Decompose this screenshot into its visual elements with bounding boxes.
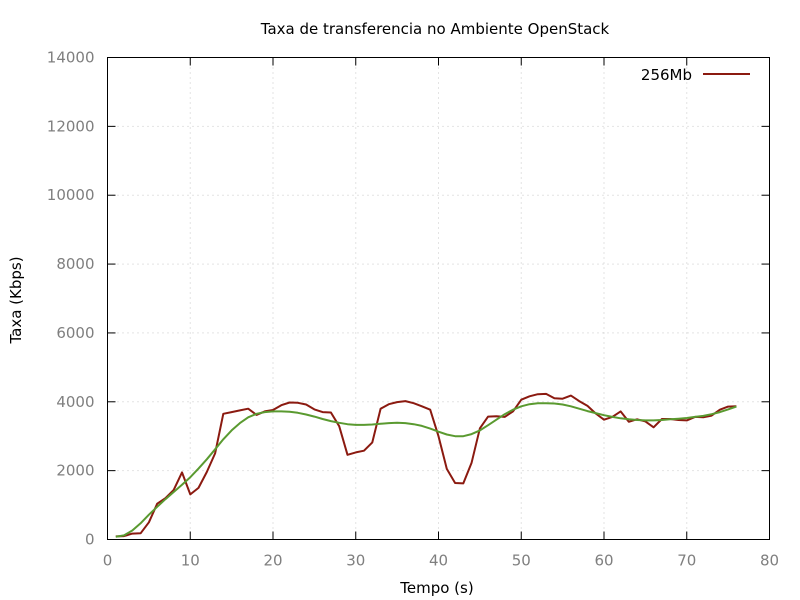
x-tick-label: 70: [677, 552, 696, 570]
x-tick-label: 50: [512, 552, 531, 570]
x-tick-label: 0: [103, 552, 113, 570]
y-axis-label: Taxa (Kbps): [7, 256, 25, 344]
chart-title: Taxa de transferencia no Ambiente OpenSt…: [260, 20, 610, 38]
x-tick-label: 10: [181, 552, 200, 570]
series-line-smoothed: [115, 402, 737, 538]
legend: 256Mb: [641, 66, 750, 84]
y-tick-label: 14000: [47, 49, 95, 67]
y-tick-label: 0: [85, 531, 95, 549]
grid-lines: [107, 57, 770, 540]
x-tick-labels: 0 10 20 30 40 50 60 70 80: [103, 552, 779, 570]
x-tick-label: 80: [760, 552, 779, 570]
y-tick-label: 12000: [47, 117, 95, 135]
series-line-256mb: [115, 392, 737, 538]
x-axis-label: Tempo (s): [399, 579, 473, 597]
x-tick-label: 20: [263, 552, 282, 570]
y-tick-label: 10000: [47, 186, 95, 204]
y-tick-label: 6000: [56, 324, 94, 342]
y-tick-label: 2000: [56, 462, 94, 480]
x-tick-label: 40: [429, 552, 448, 570]
x-tick-label: 30: [346, 552, 365, 570]
legend-label-256mb: 256Mb: [641, 66, 692, 84]
axis-ticks: [107, 57, 770, 540]
y-tick-labels: 0 2000 4000 6000 8000 10000 12000 14000: [47, 49, 95, 549]
series-lines: [115, 392, 737, 538]
x-tick-label: 60: [594, 552, 613, 570]
y-tick-label: 8000: [56, 255, 94, 273]
y-tick-label: 4000: [56, 393, 94, 411]
